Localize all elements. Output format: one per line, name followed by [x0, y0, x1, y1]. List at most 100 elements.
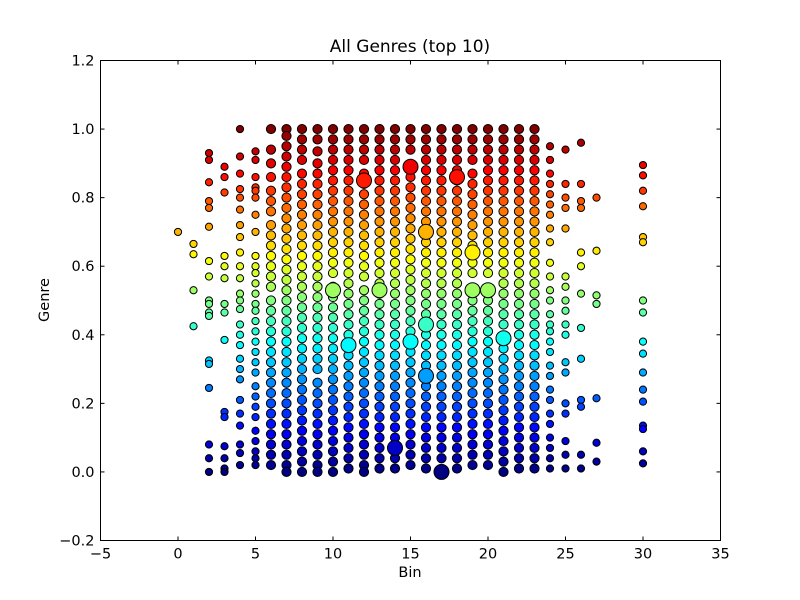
data-point: [420, 247, 432, 258]
data-point: [327, 123, 339, 135]
data-point: [251, 426, 260, 435]
data-point: [374, 339, 385, 351]
data-point: [265, 250, 277, 262]
data-point: [513, 154, 525, 166]
data-point: [436, 226, 447, 238]
data-point: [451, 442, 463, 454]
data-point: [296, 281, 308, 292]
data-point: [638, 238, 648, 247]
data-point: [451, 370, 463, 382]
data-point: [513, 401, 525, 412]
data-point: [405, 387, 416, 399]
data-point: [405, 285, 416, 296]
data-point: [343, 237, 354, 248]
data-point: [251, 392, 260, 401]
data-point: [374, 154, 385, 166]
data-point: [498, 257, 509, 268]
data-point: [436, 195, 447, 207]
data-point: [529, 144, 540, 155]
data-point: [343, 370, 354, 382]
data-point: [265, 261, 277, 272]
data-point: [482, 326, 494, 337]
data-point: [498, 288, 509, 299]
data-point: [251, 358, 260, 367]
y-tick-label: −0.2: [59, 534, 94, 550]
data-point: [420, 401, 432, 412]
data-point: [327, 466, 339, 478]
data-point: [405, 449, 416, 460]
data-point: [467, 134, 478, 145]
data-point: [251, 186, 260, 195]
data-point: [467, 199, 478, 210]
data-point: [281, 398, 292, 409]
data-point: [265, 336, 277, 347]
data-point: [296, 374, 308, 385]
data-point: [281, 202, 292, 214]
data-point: [529, 442, 540, 454]
data-point: [251, 155, 260, 165]
data-point: [482, 267, 494, 279]
data-point: [374, 185, 385, 196]
data-point: [358, 466, 370, 478]
data-point: [296, 312, 308, 323]
data-point: [467, 398, 478, 409]
data-point: [451, 339, 463, 351]
data-point: [251, 347, 260, 357]
data-point: [638, 397, 648, 406]
data-point: [312, 377, 323, 388]
data-point: [498, 237, 509, 248]
data-point: [374, 216, 385, 227]
data-point: [343, 123, 354, 135]
data-point: [498, 185, 509, 196]
data-point: [482, 237, 494, 248]
data-point: [576, 354, 586, 363]
data-point: [312, 209, 323, 220]
y-axis-ticks: −0.2 0.0 0.2 0.4 0.6 0.8 1.0 1.2: [59, 54, 721, 550]
data-point: [498, 394, 509, 406]
data-point: [281, 429, 292, 440]
data-point: [389, 401, 401, 412]
data-point: [296, 144, 308, 155]
data-point: [189, 322, 198, 331]
data-point: [451, 401, 463, 412]
data-point: [592, 246, 601, 255]
data-point: [482, 144, 494, 155]
data-point-large: [480, 282, 496, 299]
data-point: [545, 296, 555, 305]
data-point: [235, 375, 245, 384]
data-point: [312, 230, 323, 241]
data-point: [482, 398, 494, 409]
data-point: [281, 367, 292, 378]
data-point: [374, 432, 385, 443]
data-point: [482, 429, 494, 440]
data-point: [436, 175, 447, 186]
data-point: [498, 154, 509, 166]
data-point: [281, 192, 292, 203]
data-point: [296, 322, 308, 334]
data-point: [436, 442, 447, 454]
data-point: [374, 442, 385, 454]
data-point: [436, 206, 447, 217]
data-point: [327, 267, 339, 279]
data-point: [265, 429, 277, 440]
data-point: [545, 454, 555, 463]
data-point: [265, 281, 277, 292]
data-point: [374, 247, 385, 258]
data-point: [529, 381, 540, 392]
data-point-large: [387, 439, 403, 456]
data-point: [296, 405, 308, 416]
data-point: [358, 326, 370, 337]
data-point: [451, 381, 463, 392]
data-point: [312, 363, 323, 375]
data-point: [576, 450, 586, 459]
data-point: [529, 391, 540, 402]
data-point: [389, 226, 401, 238]
data-point: [638, 385, 648, 394]
data-point: [343, 298, 354, 310]
data-point: [513, 298, 525, 310]
data-point: [467, 168, 478, 179]
data-point: [374, 360, 385, 371]
data-point: [576, 323, 586, 333]
data-point: [420, 144, 432, 155]
data-point: [358, 439, 370, 450]
